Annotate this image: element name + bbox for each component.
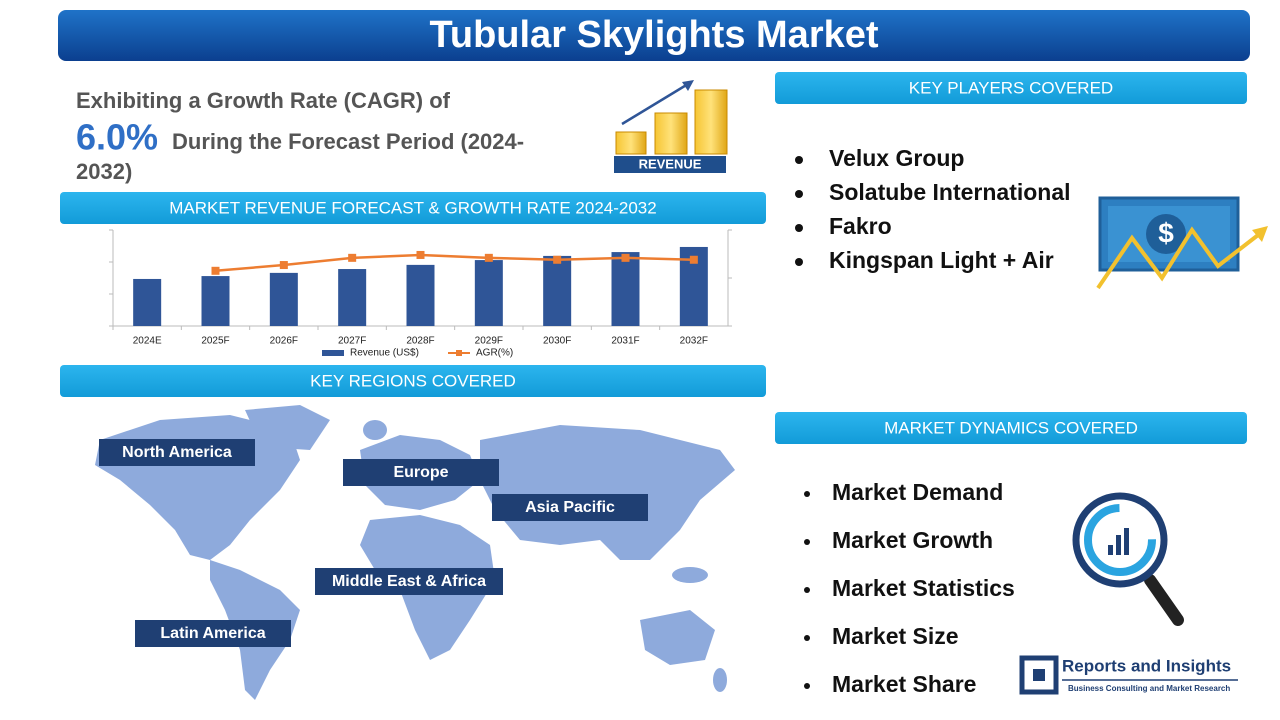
region-box: [343, 459, 499, 486]
section-bar: [775, 412, 1247, 444]
bullet: [795, 156, 803, 164]
bar: [338, 269, 367, 326]
line-marker: [689, 255, 698, 264]
x-tick-label: 2031F: [611, 336, 639, 347]
bullet: [795, 190, 803, 198]
line-marker: [484, 253, 493, 262]
cagr-value: 6.0%: [76, 117, 158, 158]
section-title: MARKET DYNAMICS COVERED: [884, 418, 1138, 437]
line-marker: [279, 261, 288, 270]
x-tick-label: 2029F: [475, 336, 503, 347]
dollar-icon: $: [1096, 196, 1268, 290]
player: Solatube International: [829, 179, 1071, 205]
section-bar: [60, 192, 766, 224]
x-tick-label: 2026F: [270, 336, 298, 347]
line-marker: [621, 253, 630, 262]
section-title: KEY PLAYERS COVERED: [909, 78, 1113, 97]
bullet: [804, 635, 810, 641]
chart: 2024E 2025F 2026F 2027F 2028F 2029F 2030F 2031F…: [109, 229, 732, 359]
revenue-icon: REVENUE: [614, 80, 728, 173]
bar: [201, 276, 230, 326]
title-bar: [58, 10, 1250, 61]
dynamic: Market Demand: [832, 479, 1003, 505]
line-marker: [348, 253, 357, 262]
revenue-label: REVENUE: [639, 156, 702, 171]
region-box: [99, 439, 255, 466]
dynamic: Market Growth: [832, 527, 993, 553]
x-tick-label: 2028F: [406, 336, 434, 347]
bar: [269, 272, 298, 326]
region-label: Asia Pacific: [525, 499, 615, 516]
section-bar: [60, 365, 766, 397]
logo: Reports and Insights Business Consulting…: [1019, 655, 1238, 695]
dynamic: Market Statistics: [832, 575, 1015, 601]
section-bar: [775, 72, 1247, 104]
line: [215, 253, 694, 273]
dynamic: Market Share: [832, 671, 976, 697]
legend-label: Revenue (US$): [350, 348, 419, 359]
region-box: [315, 568, 503, 595]
x-tick-label: 2025F: [201, 336, 229, 347]
region-label: North America: [122, 444, 232, 461]
bullet: [804, 491, 810, 497]
section-title: MARKET REVENUE FORECAST & GROWTH RATE 20…: [169, 198, 656, 217]
player: Kingspan Light + Air: [829, 247, 1054, 273]
logo-tagline: Business Consulting and Market Research: [1068, 684, 1230, 693]
x-tick-label: 2032F: [680, 336, 708, 347]
bar: [543, 255, 572, 326]
line-marker: [553, 255, 562, 264]
title: Tubular Skylights Market: [429, 14, 878, 56]
bar: [133, 278, 162, 326]
magnifier-icon: [1072, 492, 1184, 626]
cagr-line1: Exhibiting a Growth Rate (CAGR) of: [76, 88, 451, 113]
bullet: [804, 683, 810, 689]
region-box: [492, 494, 648, 521]
player: Fakro: [829, 213, 892, 239]
bullet: [804, 539, 810, 545]
region-label: Middle East & Africa: [332, 573, 486, 590]
legend-swatch: [322, 350, 344, 356]
x-tick-label: 2030F: [543, 336, 571, 347]
dynamic: Market Size: [832, 623, 959, 649]
cagr-line3: 2032): [76, 159, 132, 184]
bar: [406, 264, 435, 326]
region-box: [135, 620, 291, 647]
player: Velux Group: [829, 145, 964, 171]
region-label: Europe: [393, 464, 448, 481]
section-title: KEY REGIONS COVERED: [310, 371, 516, 390]
svg-text:$: $: [1158, 217, 1174, 248]
bullet: [795, 258, 803, 266]
cagr-line2: During the Forecast Period (2024-: [172, 129, 524, 154]
x-tick-label: 2027F: [338, 336, 366, 347]
legend-label: AGR(%): [476, 348, 513, 359]
logo-name: Reports and Insights: [1062, 656, 1231, 675]
line-marker: [211, 266, 220, 275]
region-label: Latin America: [160, 625, 265, 642]
x-tick-label: 2024E: [133, 336, 162, 347]
legend-swatch: [456, 350, 462, 356]
line-marker: [416, 250, 425, 259]
bar: [474, 260, 503, 326]
bullet: [804, 587, 810, 593]
bar: [611, 252, 640, 326]
bullet: [795, 224, 803, 232]
